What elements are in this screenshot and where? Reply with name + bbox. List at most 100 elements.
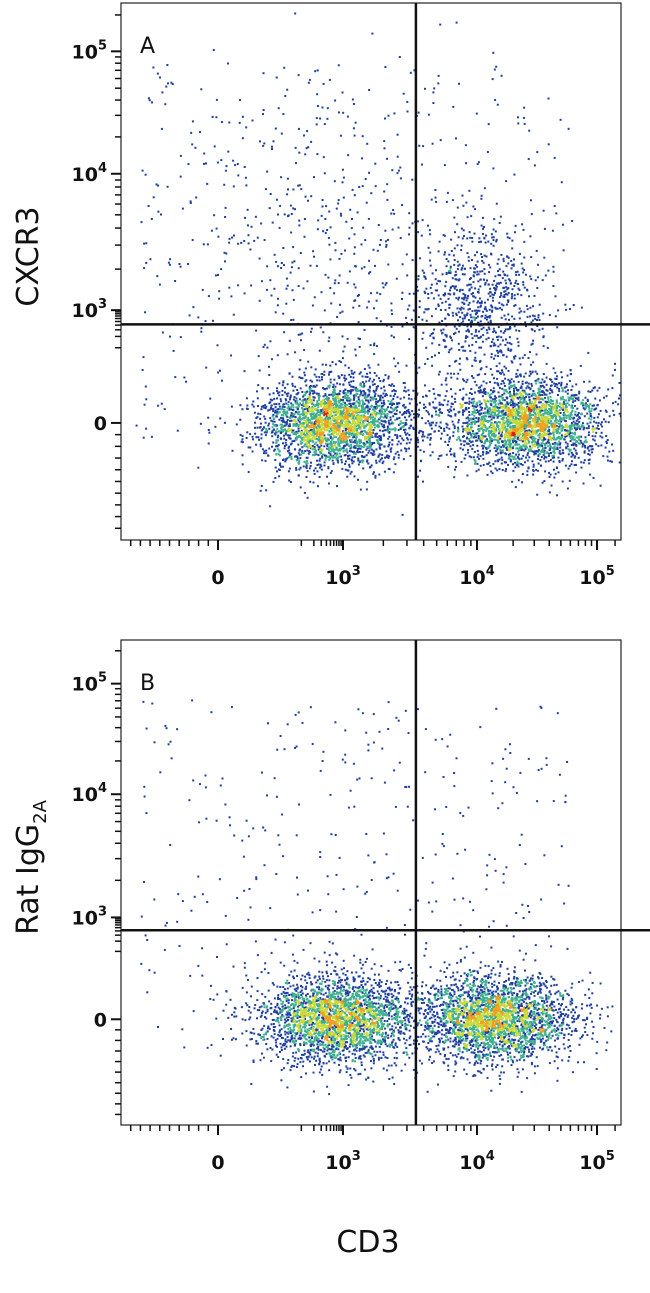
event-dot <box>605 395 608 398</box>
event-dot <box>252 405 255 408</box>
event-dot <box>505 440 508 443</box>
event-dot <box>467 449 470 451</box>
event-dot <box>302 451 305 454</box>
event-dot <box>459 368 462 371</box>
event-dot <box>564 441 567 444</box>
event-dot <box>609 460 612 463</box>
event-dot <box>265 452 268 455</box>
event-dot <box>422 431 425 434</box>
event-dot <box>587 425 590 428</box>
event-dot <box>534 452 537 455</box>
event-dot <box>335 402 338 405</box>
event-dot <box>355 438 358 441</box>
event-dot <box>374 400 377 403</box>
event-dot <box>324 418 327 420</box>
event-dot <box>338 383 341 386</box>
event-dot <box>500 446 503 449</box>
event-dot <box>363 410 366 413</box>
event-dot <box>302 412 305 415</box>
event-dot <box>509 411 512 413</box>
event-dot <box>268 422 271 425</box>
event-dot <box>522 427 525 429</box>
event-dot <box>289 394 292 397</box>
event-dot <box>566 445 569 448</box>
event-dot <box>384 395 387 398</box>
event-dot <box>282 408 285 411</box>
event-dot <box>409 438 412 441</box>
event-dot <box>344 438 347 441</box>
event-dot <box>571 460 573 463</box>
event-dot <box>434 424 437 427</box>
event-dot <box>271 435 274 438</box>
event-dot <box>529 412 532 415</box>
event-dot <box>359 451 361 453</box>
event-dot <box>348 389 351 392</box>
event-dot <box>338 422 341 425</box>
event-dot <box>622 431 624 433</box>
event-dot <box>303 433 305 436</box>
event-dot <box>380 402 383 405</box>
event-dot <box>475 420 478 423</box>
event-dot <box>523 425 526 428</box>
event-dot <box>535 431 538 434</box>
event-dot <box>285 432 287 434</box>
event-dot <box>498 468 501 471</box>
event-dot <box>301 410 304 413</box>
event-dot <box>559 396 562 399</box>
event-dot <box>555 418 558 421</box>
event-dot <box>519 406 522 408</box>
event-dot <box>588 449 591 452</box>
event-dot <box>517 380 520 383</box>
event-dot <box>300 431 303 434</box>
event-dot <box>460 443 463 446</box>
event-dot <box>526 405 529 408</box>
event-dot <box>482 423 485 426</box>
event-dot <box>353 420 356 423</box>
event-dot <box>254 432 257 435</box>
event-dot <box>346 469 349 472</box>
event-dot <box>330 445 333 448</box>
event-dot <box>379 458 382 461</box>
event-dot <box>404 422 407 424</box>
event-dot <box>495 439 498 442</box>
event-dot <box>333 393 336 396</box>
event-dot <box>382 416 385 419</box>
event-dot <box>468 402 471 405</box>
event-dot <box>391 407 394 410</box>
event-dot <box>535 410 538 413</box>
event-dot <box>565 385 568 388</box>
event-dot <box>515 375 518 378</box>
event-dot <box>307 452 310 455</box>
event-dot <box>310 401 313 404</box>
event-dot <box>328 425 331 428</box>
event-dot <box>472 397 475 400</box>
event-dot <box>285 399 288 402</box>
event-dot <box>521 423 524 426</box>
event-dot <box>342 431 345 434</box>
event-dot <box>315 375 318 378</box>
event-dot <box>350 424 353 427</box>
event-dot <box>302 422 305 425</box>
event-dot <box>262 404 265 407</box>
event-dot <box>646 456 648 458</box>
event-dot <box>385 393 387 396</box>
event-dot <box>353 455 356 458</box>
event-dot <box>481 434 484 437</box>
event-dot <box>561 480 564 483</box>
event-dot <box>338 442 341 445</box>
event-dot <box>553 410 556 413</box>
event-dot <box>335 457 338 460</box>
event-dot <box>344 388 347 391</box>
event-dot <box>532 463 535 466</box>
event-dot <box>527 424 530 427</box>
event-dot <box>490 389 492 392</box>
event-dot <box>348 454 351 457</box>
event-dot <box>555 400 558 403</box>
event-dot <box>286 410 289 413</box>
event-dot <box>279 423 282 426</box>
event-dot <box>272 392 275 395</box>
event-dot <box>569 426 572 429</box>
event-dot <box>532 424 535 427</box>
event-dot <box>534 370 537 373</box>
event-dot <box>525 400 528 403</box>
